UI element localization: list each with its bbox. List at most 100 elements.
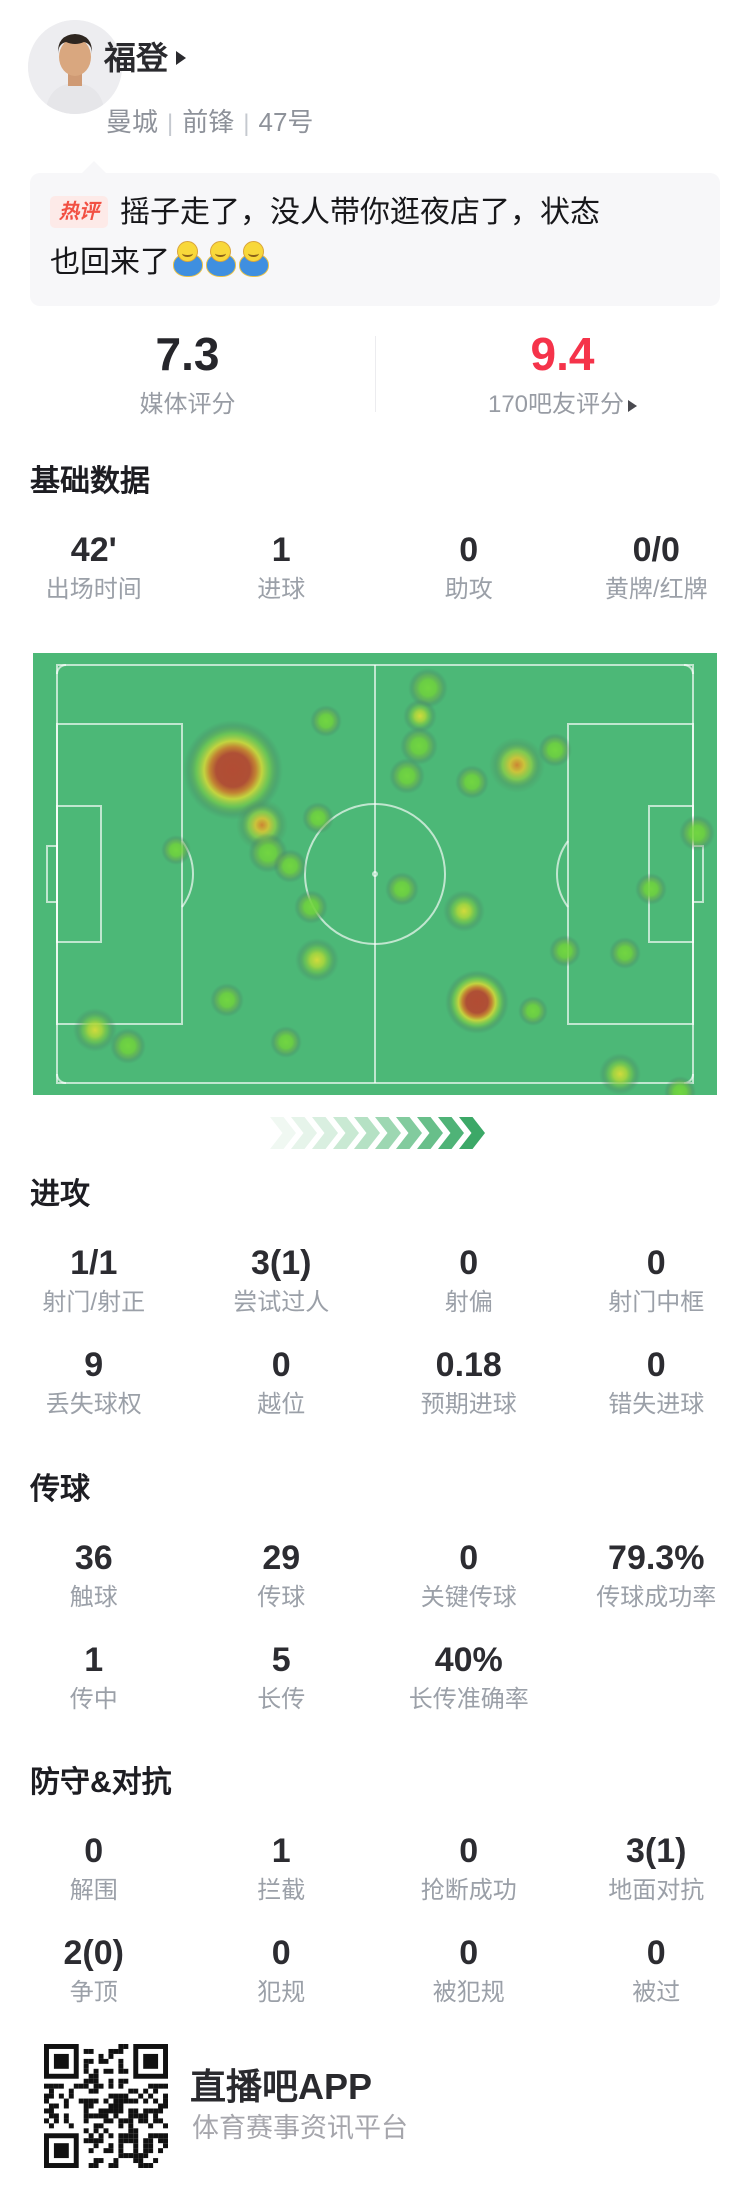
chevron-right-icon xyxy=(628,400,638,412)
stat-row: 1 传中 5 长传 40% 长传准确率 xyxy=(0,1638,750,1716)
stat-label: 被犯规 xyxy=(432,1979,505,2006)
stat-label: 触球 xyxy=(69,1584,118,1611)
ratings-panel: 7.3 媒体评分 9.4 170吧友评分 xyxy=(0,326,750,420)
stat-label: 尝试过人 xyxy=(233,1289,330,1316)
stat-value: 40% xyxy=(434,1641,503,1679)
stat-cell: 0 越位 xyxy=(188,1343,376,1421)
player-avatar xyxy=(28,20,122,114)
heat-point xyxy=(549,935,581,967)
app-name: 直播吧APP xyxy=(190,2066,373,2107)
media-rating-value: 7.3 xyxy=(155,328,220,380)
stat-value: 0 xyxy=(459,531,479,569)
section-title: 进攻 xyxy=(30,1178,90,1211)
heat-blobs xyxy=(73,668,715,1095)
media-rating: 7.3 媒体评分 xyxy=(0,326,375,420)
vertical-divider xyxy=(375,336,376,412)
stat-cell: 0 被犯规 xyxy=(375,1931,563,2009)
heat-point xyxy=(302,802,334,834)
heat-point xyxy=(609,937,641,969)
stat-row: 2(0) 争顶 0 犯规 0 被犯规 0 被过 xyxy=(0,1931,750,2009)
stat-value: 0 xyxy=(646,1934,666,1972)
stat-cell: 0 解围 xyxy=(0,1829,188,1907)
stat-value: 1 xyxy=(271,1832,291,1870)
stat-label: 抢断成功 xyxy=(420,1877,517,1904)
heat-point xyxy=(400,727,438,765)
stat-value: 0 xyxy=(646,1244,666,1282)
stat-value: 0 xyxy=(459,1244,479,1282)
stat-value: 0 xyxy=(459,1934,479,1972)
player-name-text: 福登 xyxy=(104,40,169,76)
stat-cell: 0 关键传球 xyxy=(375,1536,563,1614)
hot-comment-line2: 也回来了 xyxy=(50,246,170,279)
stat-cell: 0 错失进球 xyxy=(563,1343,750,1421)
emoji-group xyxy=(170,241,269,279)
stat-label: 传球成功率 xyxy=(596,1584,717,1611)
heat-point xyxy=(518,996,548,1026)
stat-cell: 0 射偏 xyxy=(375,1241,563,1319)
stat-cell: 9 丢失球权 xyxy=(0,1343,188,1421)
heat-point xyxy=(489,737,545,793)
heat-point xyxy=(455,765,489,799)
hot-comment-line1: 摇子走了，没人带你逛夜店了，状态 xyxy=(120,196,600,229)
section-passing-stats: 传球 36 触球 29 传球 0 关键传球 79.3% 传球成功率 1 传中 5 长传 40% 长传准确率 xyxy=(0,1470,750,1740)
stat-cell: 2(0) 争顶 xyxy=(0,1931,188,2009)
stat-cell: 0 助攻 xyxy=(375,528,563,606)
player-number: 47号 xyxy=(258,107,314,137)
heat-point xyxy=(538,733,572,767)
stat-value: 2(0) xyxy=(63,1934,124,1972)
heat-point xyxy=(310,705,342,737)
stat-cell: 29 传球 xyxy=(188,1536,376,1614)
heat-point xyxy=(210,983,244,1017)
stat-value: 79.3% xyxy=(608,1539,705,1577)
stat-label: 传球 xyxy=(257,1584,306,1611)
stat-cell: 1/1 射门/射正 xyxy=(0,1241,188,1319)
heat-point xyxy=(408,668,448,708)
section-title: 基础数据 xyxy=(30,465,150,498)
stat-value: 1/1 xyxy=(70,1244,118,1282)
stat-label: 长传准确率 xyxy=(408,1686,529,1713)
stat-value: 5 xyxy=(271,1641,291,1679)
stat-label: 犯规 xyxy=(257,1979,306,2006)
worship-emoji-icon xyxy=(206,241,236,277)
stat-value: 1 xyxy=(271,531,291,569)
stat-label: 射门中框 xyxy=(608,1289,705,1316)
heat-point xyxy=(73,1008,117,1052)
heat-point xyxy=(110,1028,146,1064)
worship-emoji-icon xyxy=(173,241,203,277)
stat-label: 被过 xyxy=(632,1979,681,2006)
fans-rating-label[interactable]: 170吧友评分 xyxy=(375,390,750,420)
fans-rating-label-text: 170吧友评分 xyxy=(487,391,625,418)
chevron-right-icon xyxy=(176,51,187,65)
stat-value: 42' xyxy=(70,531,117,569)
stat-cell: 0.18 预期进球 xyxy=(375,1343,563,1421)
stat-cell: 0 抢断成功 xyxy=(375,1829,563,1907)
divider: | xyxy=(167,110,174,137)
player-name[interactable]: 福登 xyxy=(104,36,187,80)
stat-value: 0 xyxy=(84,1832,104,1870)
stat-value: 1 xyxy=(84,1641,104,1679)
stat-value: 36 xyxy=(74,1539,113,1577)
stat-cell: 1 拦截 xyxy=(188,1829,376,1907)
stat-value: 29 xyxy=(262,1539,301,1577)
section-attack-stats: 进攻 1/1 射门/射正 3(1) 尝试过人 0 射偏 0 射门中框 9 丢失球权 0 越位 0.18 预期… xyxy=(0,1175,750,1445)
stat-cell: 5 长传 xyxy=(188,1638,376,1716)
qr-code xyxy=(44,2044,168,2168)
fans-rating[interactable]: 9.4 170吧友评分 xyxy=(375,326,750,420)
heat-point xyxy=(389,758,425,794)
stat-label: 关键传球 xyxy=(420,1584,517,1611)
worship-emoji-icon xyxy=(239,241,269,277)
stat-label: 传中 xyxy=(69,1686,118,1713)
player-team: 曼城 xyxy=(106,107,159,137)
stat-label: 争顶 xyxy=(69,1979,118,2006)
stat-label: 进球 xyxy=(257,576,306,603)
pitch-heatmap xyxy=(33,653,717,1095)
stat-value: 3(1) xyxy=(626,1832,687,1870)
stat-cell: 79.3% 传球成功率 xyxy=(563,1536,750,1614)
media-rating-label: 媒体评分 xyxy=(139,391,236,418)
stat-label: 长传 xyxy=(257,1686,306,1713)
heat-point xyxy=(385,872,419,906)
pitch-lines xyxy=(46,664,704,1084)
stat-label: 解围 xyxy=(69,1877,118,1904)
stat-cell: 3(1) 尝试过人 xyxy=(188,1241,376,1319)
